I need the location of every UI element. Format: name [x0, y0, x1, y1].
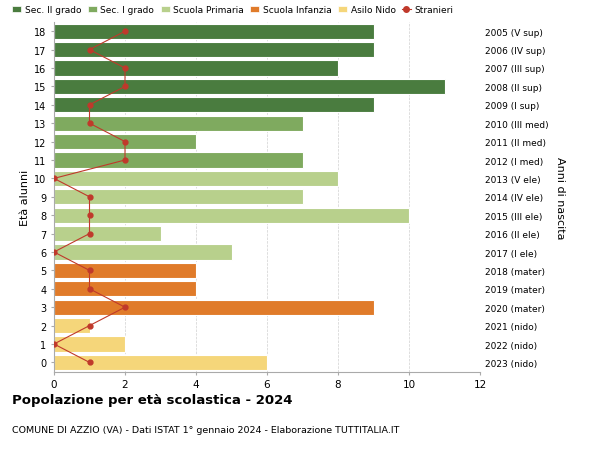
Y-axis label: Età alunni: Età alunni — [20, 169, 30, 225]
Bar — [54, 300, 373, 315]
Bar — [54, 98, 373, 113]
Bar — [54, 43, 373, 58]
Bar — [54, 190, 302, 205]
Bar — [54, 135, 196, 150]
Bar — [54, 208, 409, 223]
Bar — [54, 25, 373, 39]
Bar — [54, 80, 445, 95]
Bar — [54, 337, 125, 352]
Y-axis label: Anni di nascita: Anni di nascita — [555, 156, 565, 239]
Bar — [54, 263, 196, 278]
Bar — [54, 172, 338, 186]
Bar — [54, 153, 302, 168]
Bar — [54, 282, 196, 297]
Bar — [54, 319, 89, 333]
Bar — [54, 355, 267, 370]
Text: COMUNE DI AZZIO (VA) - Dati ISTAT 1° gennaio 2024 - Elaborazione TUTTITALIA.IT: COMUNE DI AZZIO (VA) - Dati ISTAT 1° gen… — [12, 425, 400, 434]
Bar — [54, 245, 232, 260]
Bar — [54, 62, 338, 76]
Text: Popolazione per età scolastica - 2024: Popolazione per età scolastica - 2024 — [12, 393, 293, 406]
Legend: Sec. II grado, Sec. I grado, Scuola Primaria, Scuola Infanzia, Asilo Nido, Stran: Sec. II grado, Sec. I grado, Scuola Prim… — [12, 6, 454, 15]
Bar — [54, 227, 161, 241]
Bar — [54, 117, 302, 131]
